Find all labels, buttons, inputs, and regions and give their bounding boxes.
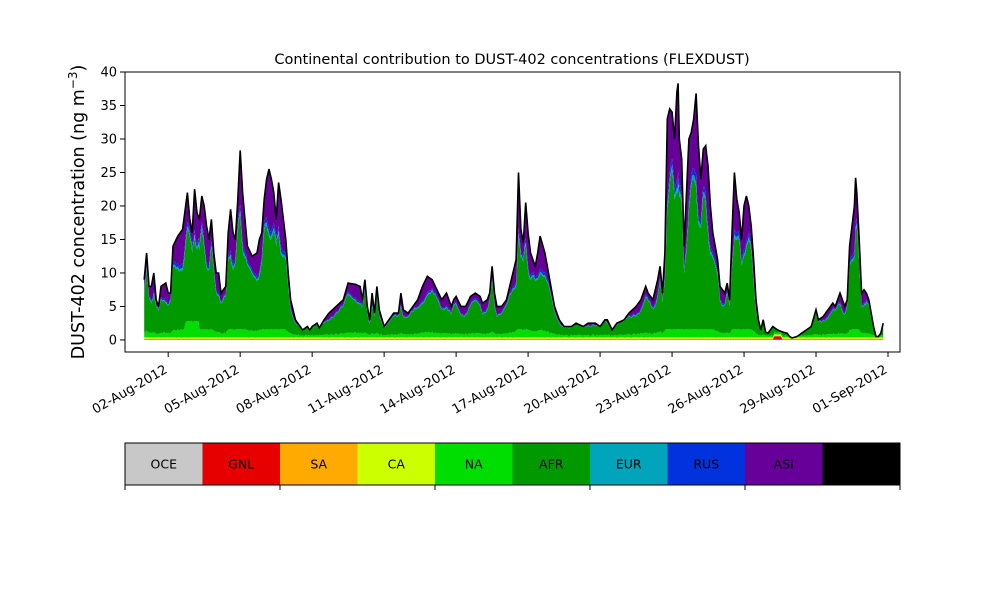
legend-label-eur: EUR: [616, 457, 642, 472]
legend-colorbar: OCE GNL SA CA NA AFR EUR RUS ASI AUS: [124, 442, 901, 490]
y-tick-label: 40: [100, 66, 117, 81]
x-tick-label: 05-Aug-2012: [162, 362, 242, 417]
x-tick-label: 02-Aug-2012: [90, 362, 170, 417]
y-axis-label: DUST-402 concentration (ng m−3): [66, 65, 89, 360]
legend-label-afr: AFR: [539, 457, 564, 472]
y-tick-label: 25: [100, 166, 117, 181]
legend-label-asi: ASI: [774, 457, 794, 472]
legend-frame: [124, 442, 901, 486]
legend-swatch-aus: [822, 443, 901, 485]
legend-label-gnl: GNL: [228, 457, 254, 472]
x-tick-label: 01-Sep-2012: [810, 362, 890, 417]
legend-label-oce: OCE: [151, 457, 178, 472]
chart-title: Continental contribution to DUST-402 con…: [274, 52, 749, 68]
x-tick-label: 26-Aug-2012: [666, 362, 746, 417]
legend-swatch-rus: [667, 443, 746, 485]
y-axis-label-main: DUST-402 concentration (ng m: [69, 89, 89, 359]
x-tick-label: 11-Aug-2012: [306, 362, 386, 417]
x-tick-label: 14-Aug-2012: [378, 362, 458, 417]
legend-swatch-oce: [125, 443, 203, 485]
legend-label-na: NA: [465, 457, 483, 472]
stacked-areas: [144, 83, 884, 340]
legend-label-rus: RUS: [693, 457, 719, 472]
y-axis-label-close: ): [69, 65, 89, 72]
x-tick-label: 23-Aug-2012: [594, 362, 674, 417]
y-tick-label: 5: [109, 300, 117, 315]
area-ca: [144, 334, 884, 339]
y-tick-label: 30: [100, 132, 117, 147]
legend-swatch-gnl: [202, 443, 281, 485]
y-tick-label: 20: [100, 199, 117, 214]
legend-swatch-afr: [512, 443, 591, 485]
legend-swatch-ca: [357, 443, 436, 485]
plot-frame: [124, 71, 901, 353]
total-outline: [143, 83, 884, 339]
legend-swatch-asi: [745, 443, 823, 485]
y-axis-label-exponent: −3: [66, 71, 80, 89]
y-tick-label: 35: [100, 99, 117, 114]
area-sa: [144, 335, 884, 340]
y-tick-label: 10: [100, 266, 117, 281]
legend-swatch-sa: [280, 443, 358, 485]
area-afr: [144, 169, 884, 338]
legend-label-aus: AUS: [848, 457, 874, 472]
legend-swatch-eur: [590, 443, 668, 485]
y-tick-label: 0: [109, 333, 117, 348]
legend-label-ca: CA: [388, 457, 406, 472]
x-tick-label: 20-Aug-2012: [522, 362, 602, 417]
x-tick-label: 08-Aug-2012: [234, 362, 314, 417]
y-tick-label: 15: [100, 233, 117, 248]
x-tick-label: 17-Aug-2012: [450, 362, 530, 417]
area-gnl: [144, 336, 884, 340]
legend-swatch-na: [435, 443, 513, 485]
legend-label-sa: SA: [310, 457, 327, 472]
x-axis: 02-Aug-201205-Aug-201208-Aug-201211-Aug-…: [90, 352, 890, 418]
y-axis: 0 5 10 15 20 25 30 35 40: [100, 66, 125, 348]
area-na: [144, 320, 884, 338]
x-tick-label: 29-Aug-2012: [738, 362, 818, 417]
